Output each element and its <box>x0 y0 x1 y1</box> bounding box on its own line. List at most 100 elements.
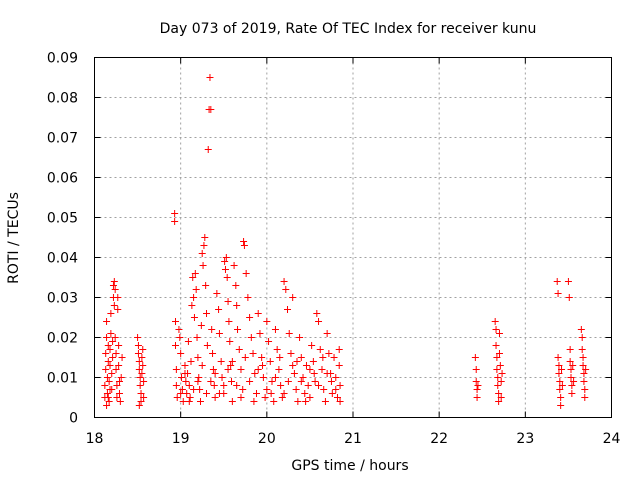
data-point <box>228 358 236 365</box>
data-point <box>336 382 344 389</box>
data-point <box>105 398 113 405</box>
data-point <box>263 386 271 393</box>
data-point <box>215 330 223 337</box>
data-point <box>204 146 212 153</box>
data-point <box>241 354 249 361</box>
data-point <box>472 378 480 385</box>
data-point <box>564 278 572 285</box>
data-point <box>140 378 148 385</box>
data-point <box>175 326 183 333</box>
data-point <box>278 394 286 401</box>
data-point <box>188 302 196 309</box>
data-point <box>109 338 117 345</box>
data-point <box>223 274 231 281</box>
data-point <box>276 354 284 361</box>
data-point <box>240 242 248 249</box>
data-point <box>135 358 143 365</box>
data-point <box>207 378 215 385</box>
data-point <box>139 346 147 353</box>
data-point <box>233 302 241 309</box>
data-point <box>222 254 230 261</box>
data-point <box>285 330 293 337</box>
y-axis-label: ROTI / TECUs <box>6 192 22 284</box>
data-point <box>244 294 252 301</box>
data-point <box>315 318 323 325</box>
data-point <box>115 342 123 349</box>
data-point <box>201 234 209 241</box>
data-point <box>189 274 197 281</box>
data-point <box>566 358 574 365</box>
data-point <box>325 350 333 357</box>
data-point <box>171 342 179 349</box>
data-point <box>565 294 573 301</box>
data-point <box>473 386 481 393</box>
data-point <box>254 310 262 317</box>
data-point <box>554 290 562 297</box>
data-point <box>558 366 566 373</box>
y-tick-label: 0.01 <box>47 371 78 387</box>
data-point <box>185 398 193 405</box>
data-point <box>570 378 578 385</box>
data-point <box>581 394 589 401</box>
data-point <box>109 282 117 289</box>
data-point <box>179 398 187 405</box>
data-point <box>137 398 145 405</box>
data-point <box>494 374 502 381</box>
data-point <box>196 398 204 405</box>
data-point <box>497 394 505 401</box>
data-point <box>566 346 574 353</box>
data-point <box>234 326 242 333</box>
data-point <box>232 282 240 289</box>
data-point <box>259 362 267 369</box>
data-point <box>116 398 124 405</box>
data-point <box>266 358 274 365</box>
data-point <box>171 318 179 325</box>
data-point <box>103 402 111 409</box>
data-point <box>247 334 255 341</box>
data-point <box>103 334 111 341</box>
data-point <box>280 278 288 285</box>
data-point <box>191 270 199 277</box>
data-point <box>495 390 503 397</box>
data-point <box>217 358 225 365</box>
data-point <box>218 374 226 381</box>
y-tick-label: 0.08 <box>47 91 78 107</box>
data-point <box>493 354 501 361</box>
data-point <box>491 318 499 325</box>
data-point <box>246 314 254 321</box>
data-point <box>211 370 219 377</box>
data-point <box>111 286 119 293</box>
data-point <box>296 334 304 341</box>
x-tick-label: 18 <box>86 431 104 447</box>
data-point <box>497 378 505 385</box>
data-point <box>323 330 331 337</box>
data-point <box>109 354 117 361</box>
data-point <box>233 382 241 389</box>
data-point <box>203 390 211 397</box>
data-point <box>224 298 232 305</box>
data-point <box>227 362 235 369</box>
data-point <box>193 334 201 341</box>
data-point <box>242 270 250 277</box>
data-point <box>320 386 328 393</box>
data-point <box>332 386 340 393</box>
data-point <box>107 330 115 337</box>
data-point <box>271 374 279 381</box>
data-point <box>215 306 223 313</box>
data-point <box>203 342 211 349</box>
data-point <box>110 302 118 309</box>
data-point <box>103 374 111 381</box>
data-point <box>335 346 343 353</box>
data-point <box>206 74 214 81</box>
data-point <box>197 322 205 329</box>
data-point <box>336 398 344 405</box>
x-tick-label: 23 <box>516 431 534 447</box>
plot-frame <box>94 57 612 418</box>
data-point <box>554 354 562 361</box>
y-tick-label: 0.07 <box>47 131 78 147</box>
data-point <box>178 374 186 381</box>
data-point <box>199 262 207 269</box>
data-point <box>579 354 587 361</box>
data-point <box>209 366 217 373</box>
data-point <box>210 382 218 389</box>
